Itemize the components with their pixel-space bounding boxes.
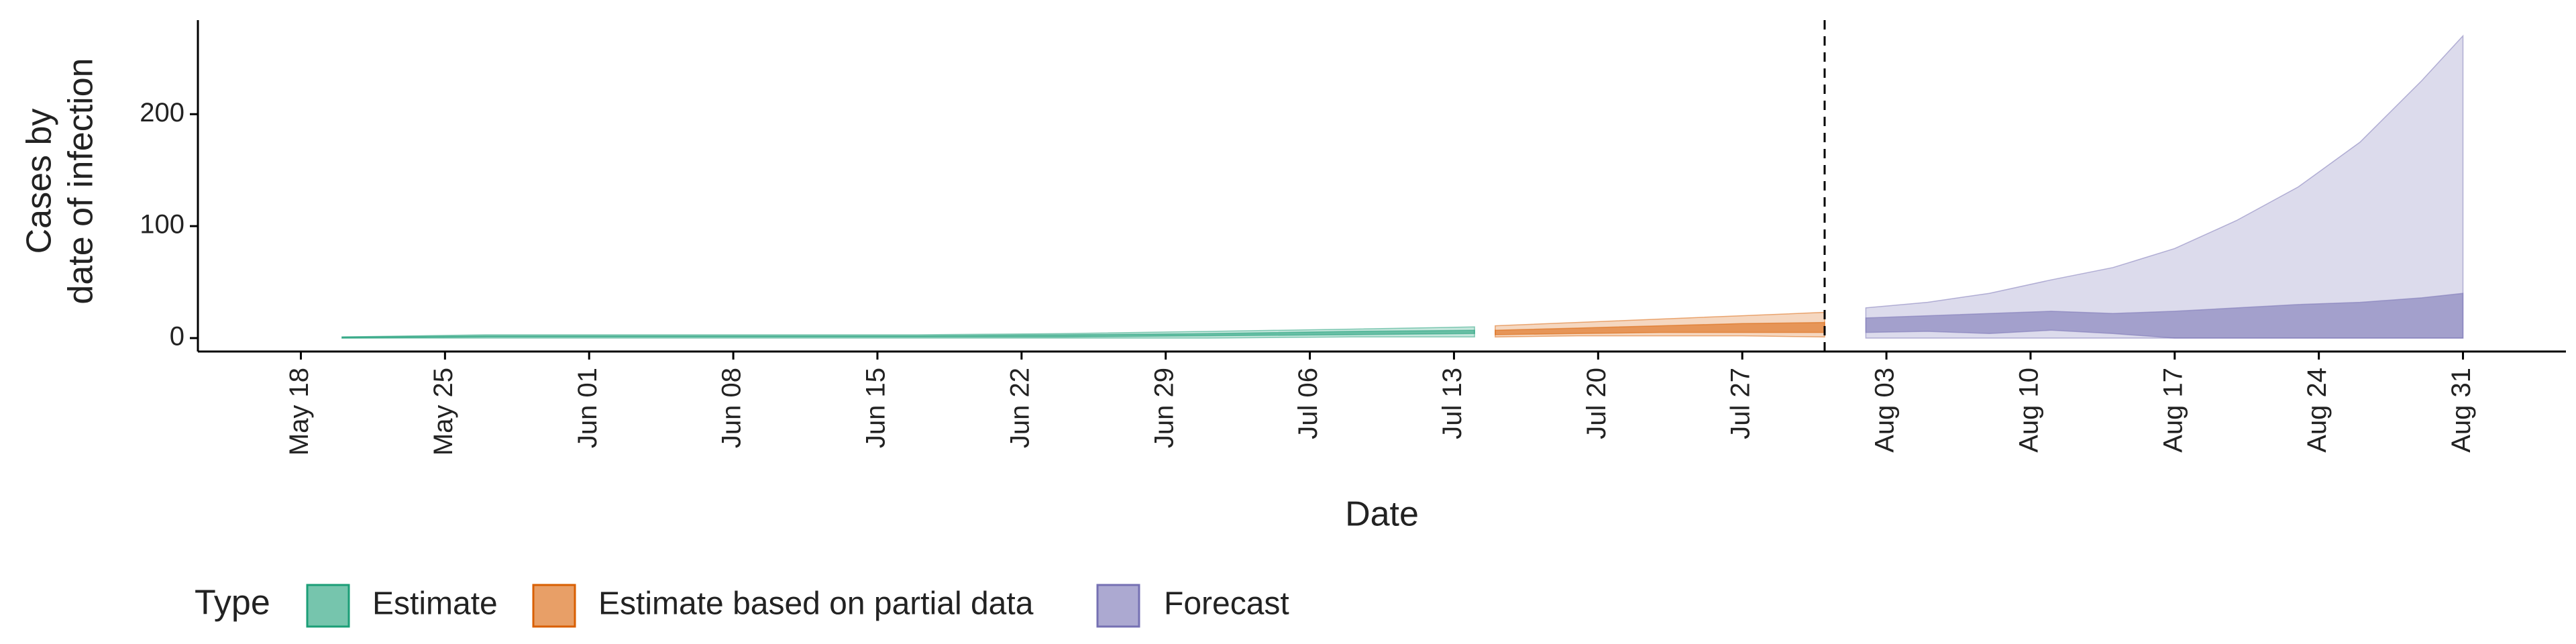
x-tick-label: Aug 03: [1870, 368, 1900, 453]
x-tick-label: Jun 29: [1149, 368, 1179, 448]
interval-band: [1865, 34, 2464, 339]
x-tick-label: Aug 10: [2014, 368, 2043, 453]
y-tick-label: 100: [140, 210, 184, 239]
legend-label: Estimate based on partial data: [598, 586, 1034, 622]
interval-band: [1865, 292, 2464, 339]
x-tick-label: Jun 01: [573, 368, 602, 448]
x-tick-label: May 18: [284, 368, 314, 455]
x-tick-label: May 25: [429, 368, 458, 455]
x-tick-label: Aug 17: [2158, 368, 2188, 453]
y-axis-title: date of infection: [62, 58, 101, 304]
x-tick-label: Jul 27: [1726, 368, 1756, 439]
x-tick-label: Jun 22: [1005, 368, 1034, 448]
y-tick-label: 200: [140, 98, 184, 127]
legend-key: [532, 584, 576, 628]
x-tick-label: Jun 08: [717, 368, 747, 448]
x-axis-title: Date: [1345, 495, 1419, 534]
legend-key: [306, 584, 350, 628]
x-tick-label: Jul 20: [1582, 368, 1611, 439]
legend-label: Estimate: [372, 586, 498, 622]
x-tick-label: Jul 13: [1438, 368, 1467, 439]
x-tick-label: Jul 06: [1293, 368, 1323, 439]
legend-title: Type: [195, 584, 270, 623]
interval-band: [341, 329, 1475, 339]
y-tick-label: 0: [170, 322, 184, 352]
x-tick-label: Aug 24: [2302, 368, 2332, 453]
legend-label: Forecast: [1164, 586, 1289, 622]
x-tick-label: Jun 15: [861, 368, 891, 448]
legend-key: [1096, 584, 1140, 628]
y-axis-title: Cases by: [20, 109, 59, 254]
x-tick-label: Aug 31: [2447, 368, 2476, 453]
